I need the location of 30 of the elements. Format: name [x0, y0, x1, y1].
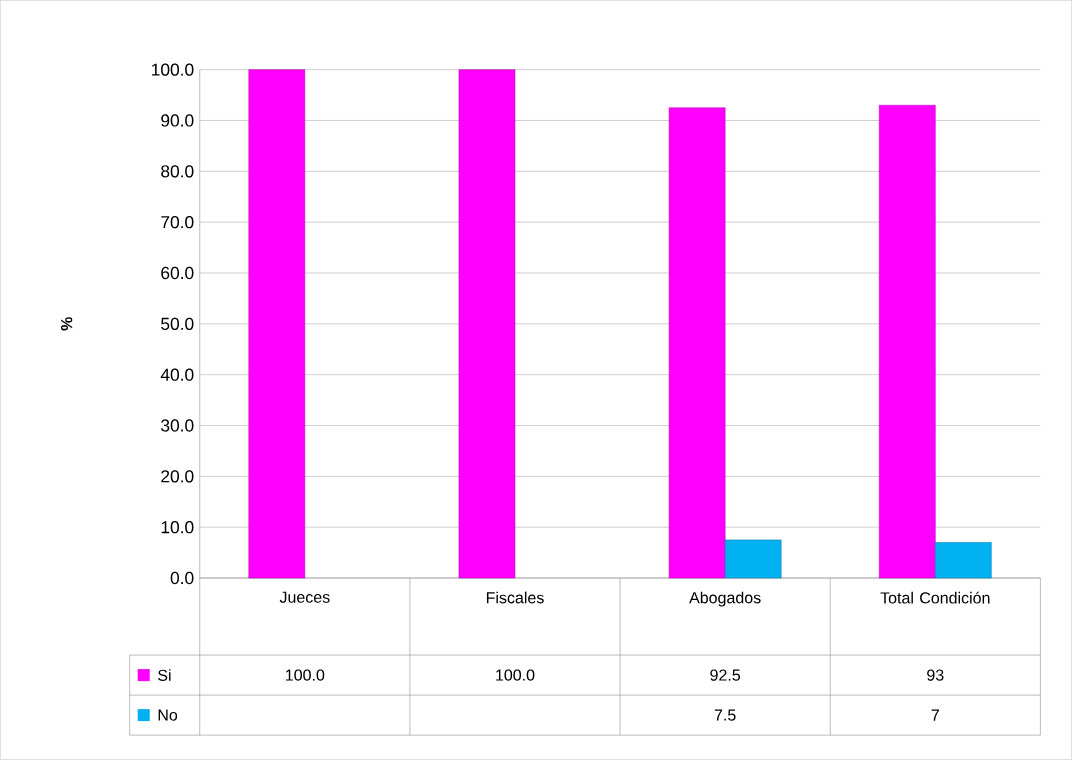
bar	[668, 107, 726, 579]
y-tick-label: 90.0	[161, 114, 194, 127]
data-label: 92.5	[710, 669, 741, 681]
x-tick-label: Jueces	[279, 591, 330, 603]
bar	[458, 69, 516, 579]
y-tick-label: 10.0	[161, 521, 194, 534]
data-label: 7	[931, 709, 939, 721]
y-tick-label: 20.0	[161, 470, 194, 483]
legend-label: Si	[158, 669, 171, 682]
bar	[248, 69, 306, 579]
x-tick-label: Total Condición	[880, 591, 990, 604]
y-tick-label: 100.0	[152, 63, 194, 76]
bar	[935, 542, 992, 579]
data-label: 93	[927, 669, 944, 681]
y-tick-label: 60.0	[161, 266, 194, 280]
y-tick-label: 40.0	[160, 368, 194, 381]
legend-label: No	[158, 709, 178, 721]
data-label: 7.5	[714, 709, 736, 721]
x-tick-label: Fiscales	[486, 591, 544, 604]
x-tick-label: Abogados	[689, 591, 761, 607]
data-label: 100.0	[286, 669, 325, 681]
bar	[724, 539, 782, 579]
data-label: 100.0	[496, 669, 535, 681]
y-tick-label: 50.0	[161, 317, 194, 331]
y-axis-title: %	[61, 317, 73, 331]
y-tick-label: 30.0	[161, 419, 194, 432]
y-tick-label: 70.0	[161, 216, 194, 229]
y-tick-label: 0.0	[170, 572, 194, 585]
bar	[878, 105, 936, 579]
y-tick-label: 80.0	[161, 165, 194, 178]
